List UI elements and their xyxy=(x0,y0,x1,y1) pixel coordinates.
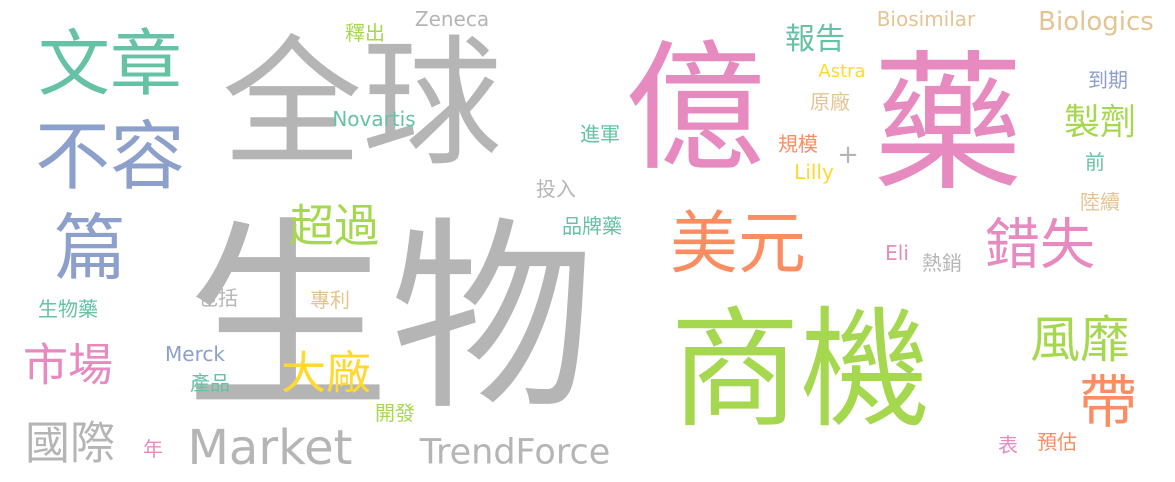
word-4: 商機 xyxy=(670,305,930,435)
word-42: 產品 xyxy=(190,373,230,393)
word-7: 篇 xyxy=(54,212,126,284)
word-39: 專利 xyxy=(310,290,350,310)
word-1: 全球 xyxy=(222,35,502,175)
word-29: + xyxy=(837,142,859,168)
word-23: 釋出 xyxy=(345,23,385,43)
word-16: Market xyxy=(188,424,353,472)
word-31: Lilly xyxy=(794,162,834,182)
word-13: 大廠 xyxy=(281,351,371,396)
word-43: 開發 xyxy=(375,403,415,423)
word-6: 不容 xyxy=(35,120,185,195)
word-10: 風靡 xyxy=(1030,315,1130,365)
word-18: 製劑 xyxy=(1064,105,1136,141)
word-24: Novartis xyxy=(332,109,415,129)
word-25: Astra xyxy=(818,63,865,81)
word-28: 規模 xyxy=(778,134,818,154)
word-45: 表 xyxy=(998,435,1018,455)
word-34: 品牌藥 xyxy=(562,216,622,236)
word-38: 包括 xyxy=(198,288,238,308)
word-17: TrendForce xyxy=(420,436,610,471)
word-5: 文章 xyxy=(38,28,182,100)
word-27: 到期 xyxy=(1088,70,1128,90)
word-30: 進軍 xyxy=(580,124,620,144)
word-44: 年 xyxy=(143,439,163,459)
word-2: 億 xyxy=(625,40,765,180)
word-8: 美元 xyxy=(670,211,806,279)
word-33: 投入 xyxy=(536,179,576,199)
word-46: 預估 xyxy=(1037,432,1077,452)
word-9: 錯失 xyxy=(985,218,1095,273)
word-32: 前 xyxy=(1085,152,1105,172)
word-12: 超過 xyxy=(289,204,379,249)
word-35: 陸續 xyxy=(1080,192,1120,212)
word-40: 生物藥 xyxy=(38,299,98,319)
word-22: Zeneca xyxy=(415,9,489,29)
word-11: 帶 xyxy=(1079,373,1137,431)
word-36: Eli xyxy=(885,243,909,263)
word-41: Merck xyxy=(165,344,225,364)
word-3: 藥 xyxy=(873,50,1023,200)
word-20: Biologics xyxy=(1038,9,1154,35)
word-37: 熱銷 xyxy=(922,253,962,273)
word-0: 生物 xyxy=(185,218,595,423)
word-21: Biosimilar xyxy=(877,9,976,29)
word-19: 報告 xyxy=(785,25,845,55)
word-15: 國際 xyxy=(25,421,115,466)
word-14: 市場 xyxy=(23,343,113,388)
word-26: 原廠 xyxy=(810,92,850,112)
